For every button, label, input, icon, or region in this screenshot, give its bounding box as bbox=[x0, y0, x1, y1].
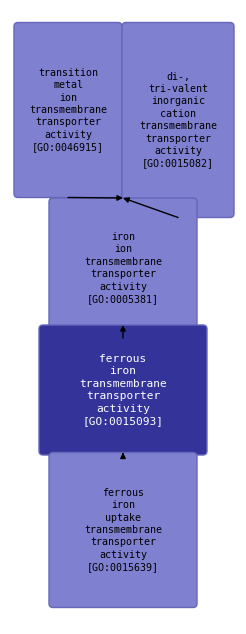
FancyBboxPatch shape bbox=[14, 22, 122, 198]
FancyBboxPatch shape bbox=[49, 198, 197, 338]
FancyBboxPatch shape bbox=[39, 325, 207, 455]
FancyBboxPatch shape bbox=[49, 453, 197, 607]
Text: di-,
tri-valent
inorganic
cation
transmembrane
transporter
activity
[GO:0015082]: di-, tri-valent inorganic cation transme… bbox=[139, 72, 217, 169]
Text: ferrous
iron
uptake
transmembrane
transporter
activity
[GO:0015639]: ferrous iron uptake transmembrane transp… bbox=[84, 488, 162, 573]
FancyBboxPatch shape bbox=[122, 22, 234, 217]
Text: transition
metal
ion
transmembrane
transporter
activity
[GO:0046915]: transition metal ion transmembrane trans… bbox=[29, 68, 107, 152]
Text: iron
ion
transmembrane
transporter
activity
[GO:0005381]: iron ion transmembrane transporter activ… bbox=[84, 232, 162, 304]
Text: ferrous
iron
transmembrane
transporter
activity
[GO:0015093]: ferrous iron transmembrane transporter a… bbox=[79, 354, 167, 426]
